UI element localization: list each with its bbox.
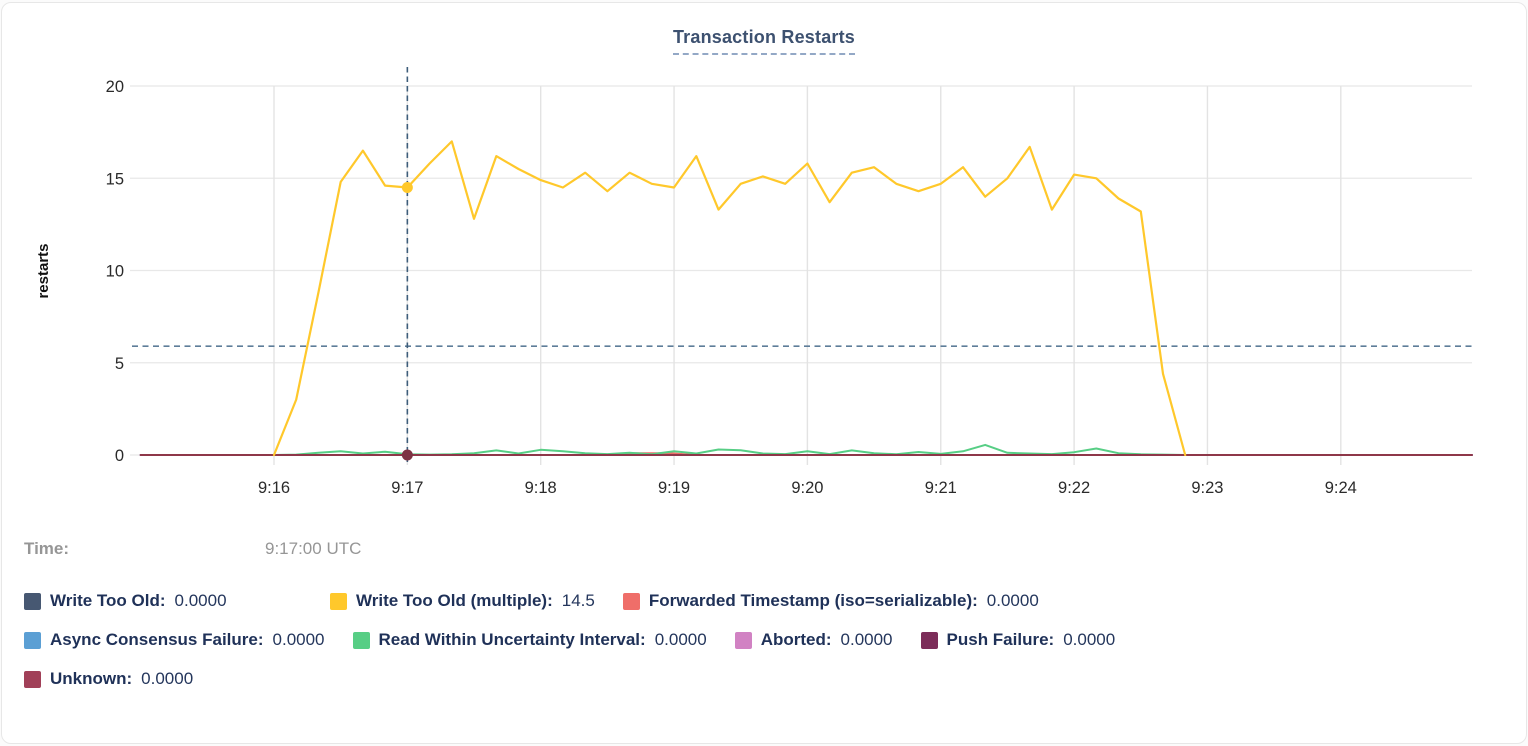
legend-label: Unknown: — [50, 669, 133, 688]
time-label: Time: — [24, 539, 70, 558]
legend-swatch-forwarded-timestamp-iso-serializable — [622, 592, 640, 610]
legend-label: Async Consensus Failure: — [50, 630, 264, 649]
x-tick-label: 9:18 — [525, 479, 557, 497]
legend-item-forwarded-timestamp-iso-serializable: Forwarded Timestamp (iso=serializable): 0… — [622, 591, 1039, 611]
crosshair-dot-write-too-old-multiple — [401, 181, 413, 193]
x-tick-label: 9:16 — [258, 479, 290, 497]
y-tick-label: 10 — [106, 263, 124, 281]
legend-value: 0.0000 — [986, 591, 1039, 610]
legend-item-write-too-old: Write Too Old: 0.0000 — [24, 591, 302, 611]
legend-value: 14.5 — [561, 591, 595, 610]
x-tick-label: 9:20 — [791, 479, 823, 497]
legend-label: Write Too Old: — [50, 591, 166, 610]
y-axis-title: restarts — [35, 243, 52, 298]
legend-row: Async Consensus Failure: 0.0000 Read Withi… — [24, 630, 1504, 650]
y-tick-label: 20 — [106, 78, 124, 96]
legend-item-push-failure: Push Failure: 0.0000 — [920, 630, 1116, 650]
time-value: 9:17:00 UTC — [265, 539, 362, 558]
legend-item-aborted: Aborted: 0.0000 — [734, 630, 893, 650]
legend-label: Forwarded Timestamp (iso=serializable): — [648, 591, 978, 610]
legend-swatch-async-consensus-failure — [24, 631, 41, 649]
legend-label: Push Failure: — [946, 630, 1055, 649]
legend-item-write-too-old-multiple: Write Too Old (multiple): 14.5 — [330, 591, 595, 611]
x-tick-label: 9:19 — [658, 479, 690, 497]
y-tick-label: 0 — [115, 447, 124, 465]
legend-item-async-consensus-failure: Async Consensus Failure: 0.0000 — [24, 630, 325, 650]
legend-value: 0.0000 — [840, 630, 893, 649]
legend-value: 0.0000 — [272, 630, 325, 649]
legend-label: Aborted: — [760, 630, 832, 649]
chart-legend: Write Too Old: 0.0000 Write Too Old (multi… — [24, 591, 1504, 708]
x-tick-label: 9:22 — [1058, 479, 1090, 497]
legend-item-read-within-uncertainty-interval: Read Within Uncertainty Interval: 0.0000 — [352, 630, 707, 650]
legend-label: Read Within Uncertainty Interval: — [378, 630, 646, 649]
x-tick-label: 9:23 — [1191, 479, 1223, 497]
transaction-restarts-chart[interactable]: 0 5 10 15 20 9:16 9:17 9:18 9:19 9:20 9:21 9:22 9:23… — [2, 55, 1527, 525]
legend-item-unknown: Unknown: 0.0000 — [24, 669, 302, 689]
legend-value: 0.0000 — [654, 630, 707, 649]
legend-swatch-read-within-uncertainty-interval — [352, 631, 370, 649]
chart-title[interactable]: Transaction Restarts — [672, 27, 856, 55]
legend-value: 0.0000 — [1063, 630, 1116, 649]
x-tick-label: 9:17 — [391, 479, 423, 497]
x-tick-label: 9:21 — [925, 479, 957, 497]
legend-value: 0.0000 — [141, 669, 194, 688]
legend-swatch-write-too-old — [24, 592, 41, 610]
legend-label: Write Too Old (multiple): — [356, 591, 553, 610]
legend-swatch-push-failure — [920, 631, 938, 649]
legend-swatch-unknown — [24, 670, 41, 688]
y-tick-label: 5 — [115, 355, 124, 373]
y-tick-label: 15 — [106, 170, 124, 188]
legend-swatch-write-too-old-multiple — [330, 592, 347, 610]
x-tick-label: 9:24 — [1325, 479, 1357, 497]
series-line-write-too-old-multiple — [272, 140, 1187, 457]
crosshair-dot-unknown — [401, 449, 413, 461]
chart-title-wrap: Transaction Restarts — [2, 27, 1526, 55]
crosshair-time-row: Time: 9:17:00 UTC — [24, 539, 361, 563]
legend-value: 0.0000 — [174, 591, 227, 610]
legend-swatch-aborted — [734, 631, 752, 649]
legend-row: Unknown: 0.0000 — [24, 669, 1504, 689]
legend-row: Write Too Old: 0.0000 Write Too Old (multi… — [24, 591, 1504, 611]
